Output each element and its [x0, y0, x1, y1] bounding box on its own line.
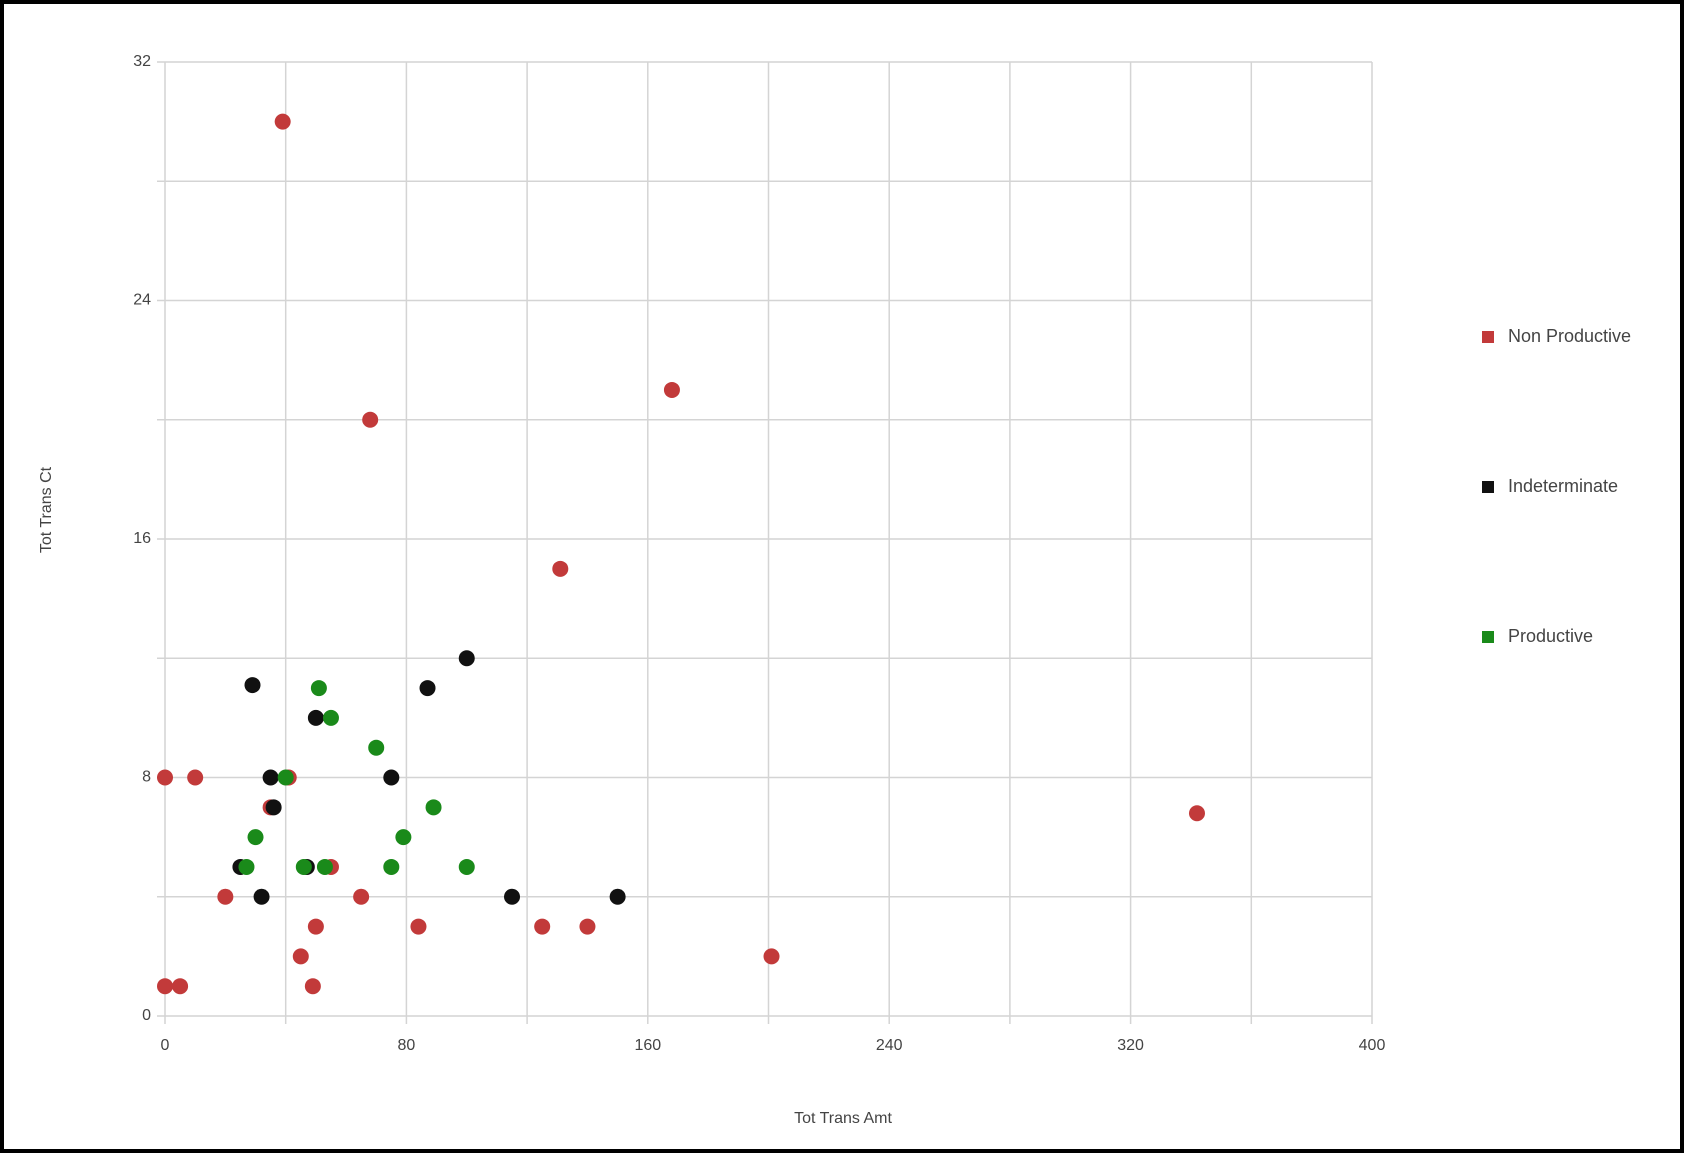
point — [157, 769, 173, 786]
point — [295, 858, 312, 875]
point — [172, 978, 189, 995]
point — [458, 858, 475, 875]
x-tick-label: 320 — [1117, 1037, 1144, 1054]
legend-label: Indeterminate — [1508, 476, 1618, 496]
point — [383, 858, 400, 875]
point — [157, 978, 173, 995]
point — [534, 918, 551, 935]
point — [247, 829, 264, 846]
x-tick-label: 80 — [398, 1037, 416, 1054]
legend-swatch — [1482, 481, 1494, 493]
legend-label: Non Productive — [1508, 326, 1631, 346]
point — [362, 411, 379, 428]
point — [307, 918, 324, 935]
point — [187, 769, 204, 786]
x-tick-label: 160 — [634, 1037, 661, 1054]
point — [1188, 805, 1205, 822]
y-axis-title: Tot Trans Ct — [38, 466, 55, 553]
x-tick-label: 400 — [1359, 1037, 1386, 1054]
y-tick-label: 16 — [133, 530, 151, 547]
legend-swatch — [1482, 631, 1494, 643]
x-tick-label: 0 — [161, 1037, 170, 1054]
point — [265, 799, 282, 816]
point — [292, 948, 309, 965]
point — [217, 888, 234, 905]
y-tick-label: 8 — [142, 769, 151, 786]
point — [238, 858, 255, 875]
point — [395, 829, 412, 846]
point — [763, 948, 780, 965]
point — [383, 769, 400, 786]
point — [458, 650, 475, 667]
x-tick-label: 240 — [876, 1037, 903, 1054]
point — [353, 888, 370, 905]
point — [310, 680, 327, 697]
point — [419, 680, 436, 697]
point — [307, 709, 324, 726]
point — [425, 799, 442, 816]
point — [274, 113, 291, 130]
point — [277, 769, 294, 786]
point — [253, 888, 270, 905]
legend-label: Productive — [1508, 626, 1593, 646]
point — [504, 888, 521, 905]
y-tick-label: 0 — [142, 1007, 151, 1024]
x-axis-title: Tot Trans Amt — [794, 1110, 892, 1127]
legend-swatch — [1482, 331, 1494, 343]
point — [262, 769, 279, 786]
point — [552, 560, 569, 577]
point — [579, 918, 596, 935]
point — [322, 709, 339, 726]
point — [609, 888, 626, 905]
point — [244, 677, 261, 694]
point — [663, 381, 680, 398]
point — [368, 739, 385, 756]
point — [410, 918, 427, 935]
point — [316, 858, 333, 875]
y-tick-label: 24 — [133, 292, 151, 309]
point — [304, 978, 321, 995]
y-tick-label: 32 — [133, 53, 151, 70]
